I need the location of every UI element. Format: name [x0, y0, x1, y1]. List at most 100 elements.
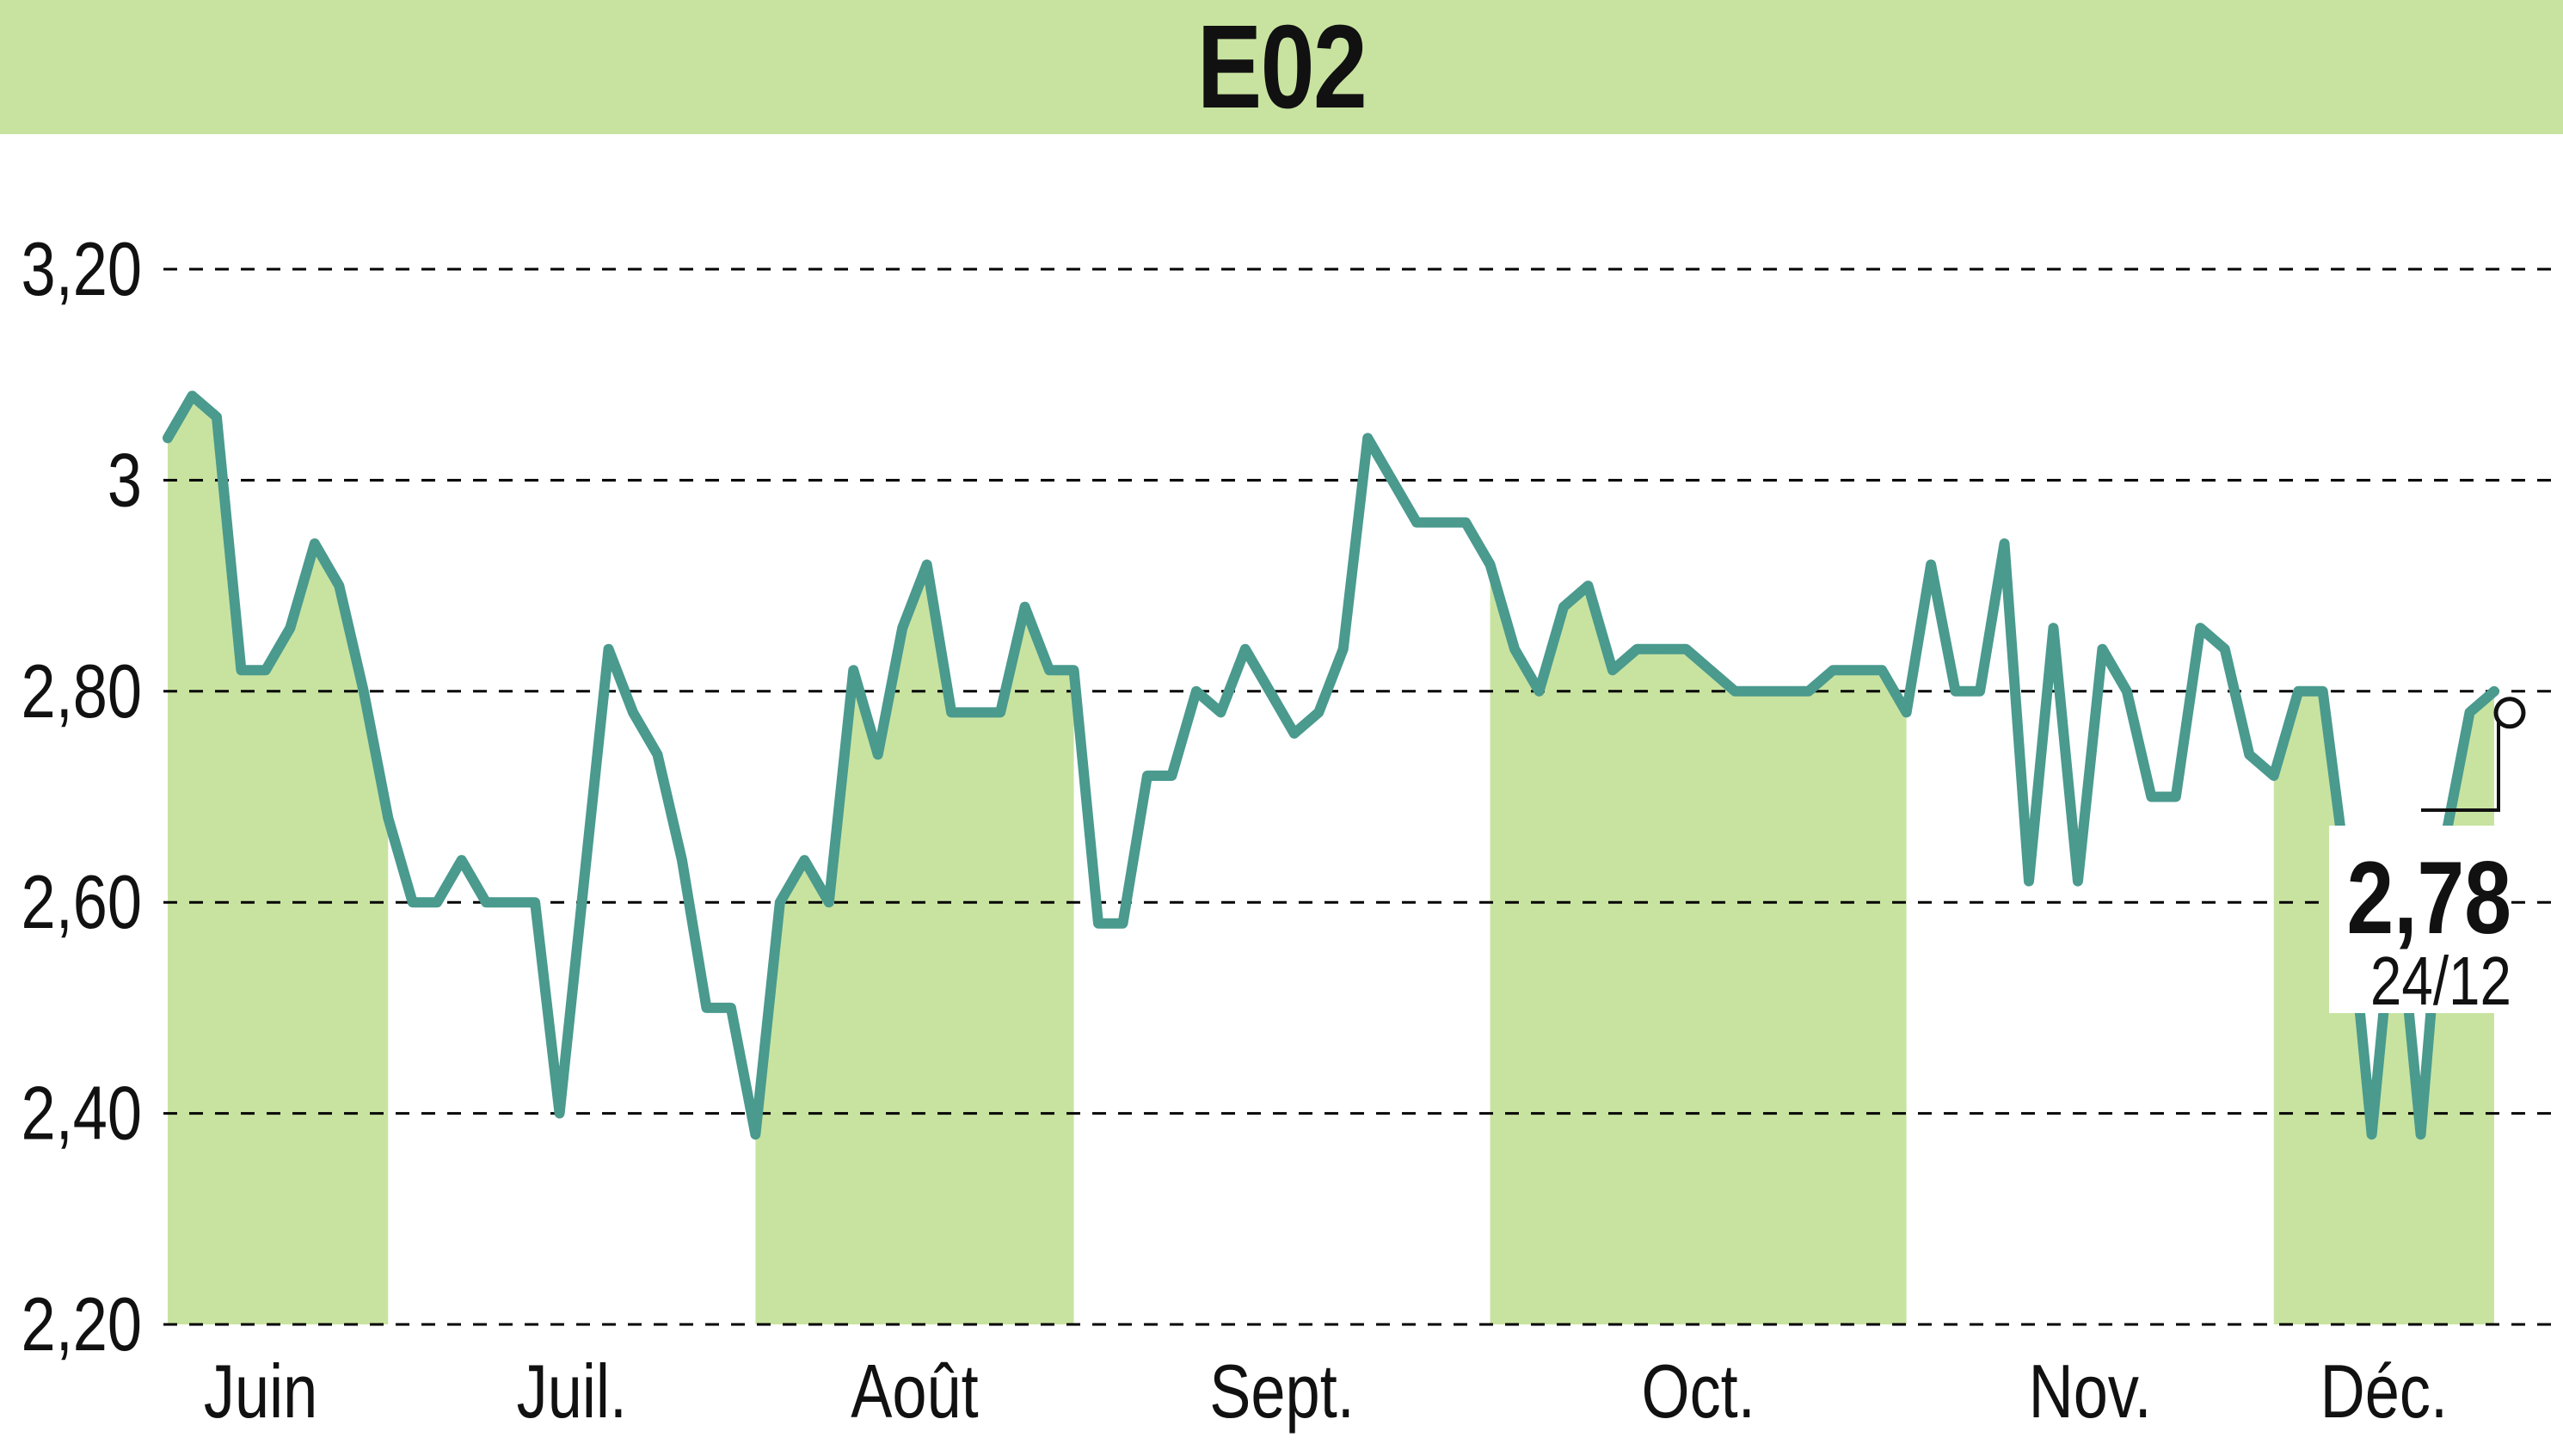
- data-point: [581, 877, 588, 885]
- data-point: [2319, 687, 2326, 695]
- data-point: [1633, 645, 1641, 653]
- data-point: [261, 667, 269, 674]
- data-point: [1143, 771, 1151, 779]
- data-point: [1976, 687, 1984, 695]
- data-point: [2491, 687, 2498, 695]
- y-tick-label: 2,80: [22, 649, 142, 734]
- data-point: [1217, 709, 1225, 716]
- callout-line: [2421, 708, 2500, 812]
- data-point: [1608, 667, 1616, 674]
- data-point: [1535, 687, 1543, 695]
- chart-title: E02: [1196, 1, 1368, 133]
- data-point: [2001, 540, 2008, 548]
- data-point: [2197, 624, 2204, 632]
- data-point: [237, 667, 245, 674]
- data-point: [164, 434, 171, 442]
- data-point: [482, 899, 490, 906]
- data-point: [532, 899, 539, 906]
- data-point: [1290, 729, 1298, 737]
- data-point: [1168, 771, 1176, 779]
- data-point: [2025, 877, 2032, 885]
- data-point: [752, 1131, 759, 1139]
- data-point: [948, 709, 956, 716]
- data-point: [1437, 519, 1445, 526]
- data-point: [2270, 771, 2277, 779]
- data-point: [2368, 1131, 2376, 1139]
- x-tick-label: Oct.: [1641, 1349, 1755, 1434]
- data-point: [1829, 667, 1837, 674]
- data-point: [433, 899, 441, 906]
- y-tick-label: 2,40: [22, 1072, 142, 1156]
- data-point: [801, 857, 808, 864]
- data-point: [2466, 709, 2474, 716]
- data-point: [1364, 434, 1372, 442]
- data-point: [1706, 667, 1714, 674]
- data-point: [1413, 519, 1421, 526]
- data-point: [2172, 793, 2179, 801]
- data-point: [1560, 603, 1567, 611]
- data-point: [874, 751, 882, 759]
- data-point: [1755, 687, 1763, 695]
- data-point: [1853, 667, 1861, 674]
- data-point: [1192, 687, 1200, 695]
- data-point: [2246, 751, 2253, 759]
- data-point: [1657, 645, 1665, 653]
- data-point: [1266, 687, 1274, 695]
- data-point: [923, 561, 931, 568]
- data-point: [1511, 645, 1519, 653]
- data-point: [2099, 645, 2106, 653]
- month-fill-0: [168, 396, 389, 1324]
- data-point: [825, 899, 833, 906]
- data-point: [2221, 645, 2228, 653]
- data-point: [2123, 687, 2130, 695]
- data-point: [2074, 877, 2081, 885]
- data-point: [703, 1004, 710, 1011]
- data-point: [212, 413, 220, 421]
- data-point: [1046, 667, 1054, 674]
- data-point: [2417, 1131, 2425, 1139]
- data-point: [1682, 645, 1690, 653]
- data-point: [1927, 561, 1935, 568]
- data-point: [1388, 476, 1396, 484]
- data-point: [850, 667, 857, 674]
- data-point: [1486, 561, 1494, 568]
- data-point: [1021, 603, 1029, 611]
- y-tick-label: 2,20: [22, 1282, 142, 1367]
- data-point: [1731, 687, 1739, 695]
- data-point: [630, 709, 636, 716]
- month-fill-2: [755, 564, 1074, 1324]
- data-point: [1119, 919, 1127, 927]
- data-point: [360, 687, 367, 695]
- y-tick-label: 3: [108, 439, 142, 523]
- data-point: [654, 751, 661, 759]
- price-line: [163, 390, 2499, 1140]
- data-point: [1902, 709, 1910, 716]
- data-point: [678, 857, 685, 864]
- data-point: [188, 392, 196, 400]
- data-point: [2050, 624, 2057, 632]
- data-point: [776, 899, 784, 906]
- last-value-label: 2,78: [2347, 841, 2511, 955]
- data-point: [1070, 667, 1078, 674]
- data-point: [556, 1109, 563, 1117]
- x-tick-label: Nov.: [2029, 1349, 2152, 1434]
- data-point: [899, 624, 907, 632]
- data-point: [2148, 793, 2155, 801]
- data-point: [605, 645, 612, 653]
- data-point: [286, 624, 294, 632]
- data-point: [1804, 687, 1812, 695]
- data-point: [1462, 519, 1470, 526]
- last-date-label: 24/12: [2370, 943, 2511, 1020]
- data-point: [1339, 645, 1347, 653]
- data-point: [972, 709, 980, 716]
- data-point: [507, 899, 514, 906]
- data-point: [409, 899, 416, 906]
- data-point: [1780, 687, 1788, 695]
- data-point: [1878, 667, 1886, 674]
- data-point: [2295, 687, 2302, 695]
- data-point: [1584, 582, 1592, 590]
- month-fill-4: [1490, 564, 1907, 1324]
- y-tick-label: 2,60: [22, 860, 142, 944]
- x-tick-label: Sept.: [1209, 1349, 1355, 1434]
